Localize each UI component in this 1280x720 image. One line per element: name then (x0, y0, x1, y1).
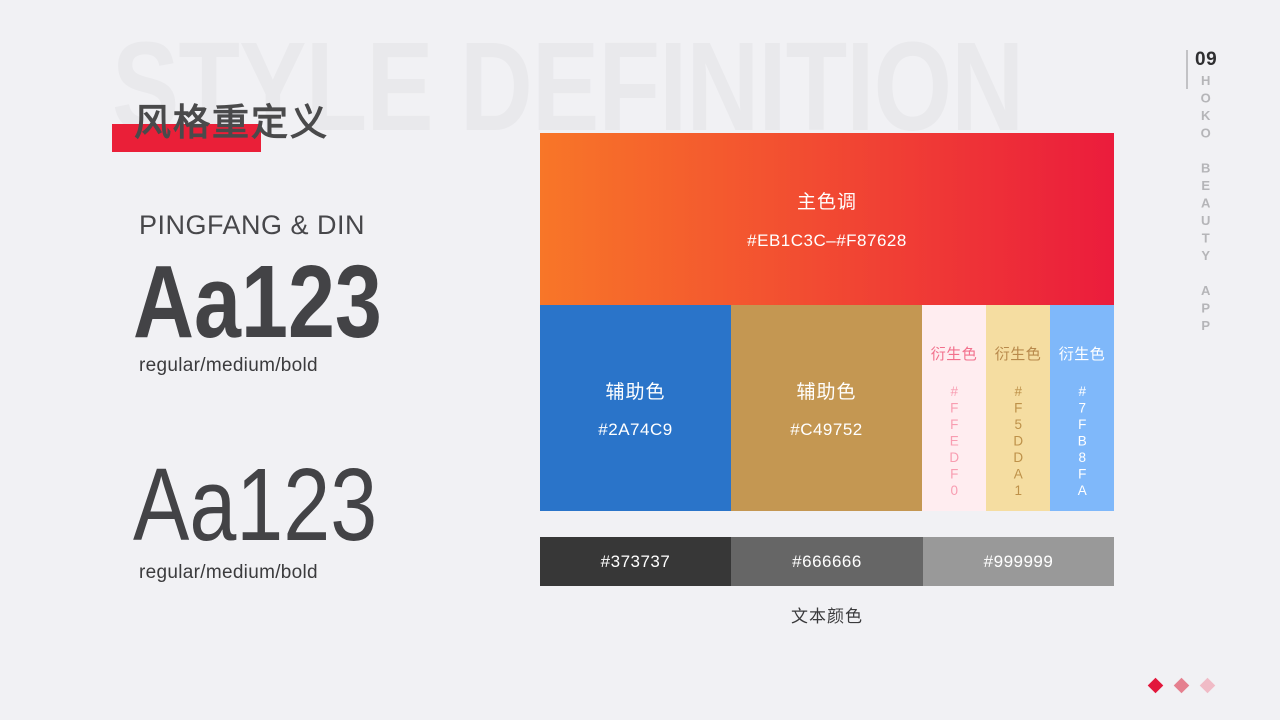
title-accent-block (112, 124, 261, 152)
secondary-swatch-blue: 辅助色 #2A74C9 (540, 305, 731, 511)
text-color-row: #373737 #666666 #999999 (540, 537, 1114, 586)
derived-color-label: 衍生色 (1058, 346, 1106, 363)
text-color-caption: 文本颜色 (791, 607, 863, 626)
page-number: 09 (1195, 49, 1218, 70)
primary-color-swatch: 主色调 #EB1C3C–#F87628 (540, 133, 1114, 305)
secondary-color-row: 辅助色 #2A74C9 辅助色 #C49752 衍生色 #FFEDF0 衍生色 … (540, 305, 1114, 511)
primary-color-hex: #EB1C3C–#F87628 (747, 231, 907, 250)
derived-color-hex: #F5DDA1 (1010, 384, 1026, 500)
derived-color-label: 衍生色 (994, 346, 1042, 363)
font-family-name: PINGFANG & DIN (139, 210, 366, 240)
primary-color-label: 主色调 (796, 192, 857, 213)
sidebar-rule (1186, 50, 1188, 89)
secondary-color-label: 辅助色 (796, 381, 857, 403)
secondary-color-hex: #2A74C9 (598, 419, 673, 439)
color-palette: 主色调 #EB1C3C–#F87628 辅助色 #2A74C9 辅助色 #C49… (540, 133, 1114, 627)
text-color-swatch-light: #999999 (923, 537, 1114, 586)
secondary-color-hex: #C49752 (790, 419, 863, 439)
type-specimen-regular: Aa123 (133, 447, 378, 562)
derived-swatch-lightblue: 衍生色 #7FB8FA (1050, 305, 1114, 511)
derived-color-hex: #FFEDF0 (946, 384, 962, 500)
text-color-swatch-mid: #666666 (731, 537, 923, 586)
secondary-swatch-tan: 辅助色 #C49752 (731, 305, 922, 511)
text-color-swatch-dark: #373737 (540, 537, 731, 586)
sidebar-vertical-text: HOKO BEAUTY APP (1198, 73, 1214, 336)
derived-color-hex: #7FB8FA (1074, 384, 1090, 500)
diamond-accent-red (1147, 677, 1164, 694)
type-weights-label: regular/medium/bold (139, 562, 318, 583)
diamond-accent-pink (1173, 677, 1190, 694)
derived-swatch-gold: 衍生色 #F5DDA1 (986, 305, 1050, 511)
type-specimen-medium: Aa123 (133, 244, 382, 359)
derived-swatch-pink: 衍生色 #FFEDF0 (922, 305, 986, 511)
diamond-accent-lightpink (1199, 677, 1216, 694)
type-weights-label: regular/medium/bold (139, 355, 318, 376)
watermark-text: STYLE DEFINITION (112, 16, 1024, 157)
secondary-color-label: 辅助色 (605, 381, 666, 403)
page-title: 风格重定义 (134, 102, 329, 143)
footer-diamonds (1147, 677, 1216, 694)
derived-color-label: 衍生色 (930, 346, 978, 363)
